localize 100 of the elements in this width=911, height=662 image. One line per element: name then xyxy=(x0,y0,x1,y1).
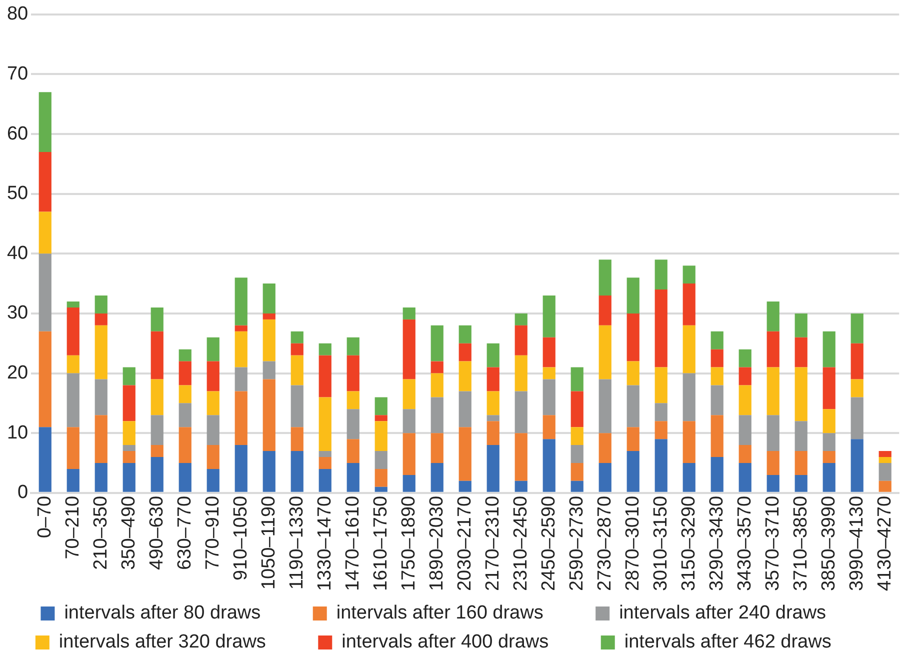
bar xyxy=(542,296,556,338)
bar xyxy=(822,462,836,492)
bar xyxy=(402,474,416,492)
x-tick-label: 490–630 xyxy=(146,496,168,570)
bar xyxy=(374,397,388,416)
bar xyxy=(206,391,220,416)
bar xyxy=(822,409,836,434)
bar xyxy=(598,325,612,380)
bar xyxy=(710,367,724,386)
bar xyxy=(514,325,528,356)
bar xyxy=(542,379,556,416)
bar xyxy=(682,284,696,326)
bar xyxy=(374,486,388,492)
bar xyxy=(738,367,752,386)
bar xyxy=(570,391,584,428)
bar xyxy=(766,302,780,332)
bar xyxy=(486,343,500,368)
y-tick-label: 10 xyxy=(6,422,28,444)
bar xyxy=(682,462,696,492)
x-tick-label: 2590–2730 xyxy=(566,496,588,592)
bar xyxy=(850,439,864,492)
bar xyxy=(850,397,864,440)
bar xyxy=(654,290,668,368)
bar xyxy=(486,391,500,416)
bar xyxy=(850,343,864,380)
bar xyxy=(710,349,724,368)
bar xyxy=(234,278,248,326)
bar xyxy=(430,361,444,374)
bar xyxy=(178,427,192,463)
bar xyxy=(598,260,612,296)
bar xyxy=(150,331,164,380)
bar xyxy=(682,266,696,284)
legend-label: intervals after 240 draws xyxy=(619,602,868,624)
bar xyxy=(710,415,724,458)
x-tick-label: 210–350 xyxy=(90,496,112,570)
x-tick-label: 2310–2450 xyxy=(510,496,532,592)
legend-label: intervals after 160 draws xyxy=(336,602,586,624)
bar xyxy=(542,439,556,492)
bar xyxy=(794,337,808,368)
bar xyxy=(234,445,248,492)
x-tick-label: 1750–1890 xyxy=(398,496,420,592)
bar xyxy=(430,433,444,463)
bar xyxy=(458,427,472,481)
legend-label: intervals after 400 draws xyxy=(342,632,591,653)
bar xyxy=(262,451,276,492)
x-tick-label: 1190–1330 xyxy=(286,496,308,590)
bar xyxy=(458,391,472,428)
bar xyxy=(822,367,836,410)
bar xyxy=(626,451,640,492)
x-tick-label: 1330–1470 xyxy=(314,496,336,592)
bar xyxy=(794,421,808,452)
bar xyxy=(94,313,108,326)
x-tick-label: 3990–4130 xyxy=(846,496,868,592)
x-tick-label: 770–910 xyxy=(202,496,224,570)
bar xyxy=(598,433,612,463)
bar xyxy=(318,355,332,398)
bar xyxy=(682,373,696,422)
bar xyxy=(514,355,528,392)
x-tick-label: 1610–1750 xyxy=(370,496,392,592)
bar xyxy=(738,415,752,446)
bar xyxy=(514,313,528,326)
bar xyxy=(346,462,360,492)
bar xyxy=(430,325,444,362)
bar xyxy=(458,343,472,362)
bar xyxy=(766,367,780,416)
bar xyxy=(654,439,668,492)
bar xyxy=(206,468,220,492)
bar xyxy=(346,391,360,410)
bar xyxy=(178,361,192,386)
bar xyxy=(766,474,780,492)
x-tick-label: 3010–3150 xyxy=(650,496,672,592)
bar xyxy=(850,313,864,344)
x-tick-label: 2870–3010 xyxy=(622,496,644,592)
bar xyxy=(234,391,248,446)
bar xyxy=(570,427,584,446)
bar xyxy=(290,385,304,428)
bar xyxy=(150,457,164,492)
bar xyxy=(626,427,640,452)
bar xyxy=(178,403,192,428)
bar xyxy=(794,474,808,492)
bar xyxy=(150,415,164,446)
bar xyxy=(402,433,416,475)
bar xyxy=(290,427,304,452)
bar xyxy=(654,421,668,440)
bar xyxy=(710,385,724,416)
x-tick-label: 70–210 xyxy=(62,496,84,560)
bar xyxy=(542,367,556,380)
bar xyxy=(654,403,668,422)
legend-label: intervals after 462 draws xyxy=(624,632,874,653)
x-tick-label: 3290–3430 xyxy=(706,496,728,592)
legend-label: intervals after 80 draws xyxy=(64,602,303,624)
bar xyxy=(66,302,80,308)
bar xyxy=(514,391,528,434)
bar xyxy=(318,457,332,469)
y-tick-label: 0 xyxy=(18,482,28,504)
y-tick-label: 70 xyxy=(6,63,28,84)
bar xyxy=(66,355,80,374)
bar xyxy=(38,212,52,254)
bar xyxy=(402,319,416,380)
x-tick-label: 1050–1190 xyxy=(258,496,280,590)
